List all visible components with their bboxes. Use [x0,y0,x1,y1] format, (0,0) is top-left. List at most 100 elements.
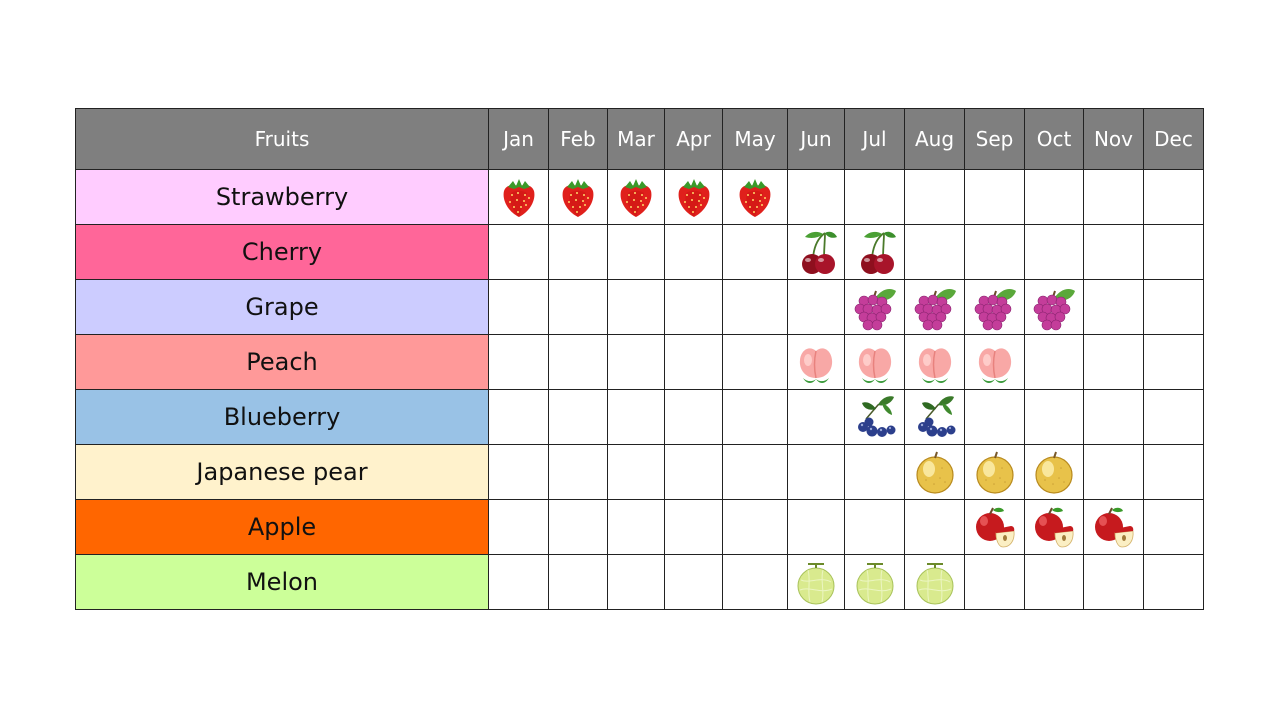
cell-strawberry-jan [488,169,549,225]
cell-grape-jun [787,279,845,335]
cell-melon-nov [1083,554,1144,610]
cell-cherry-dec [1143,224,1204,280]
cell-melon-aug [904,554,965,610]
month-header-aug: Aug [904,108,965,170]
melon-icon [916,563,953,605]
cell-peach-nov [1083,334,1144,390]
strawberry-icon [620,179,652,217]
cell-blueberry-oct [1024,389,1084,445]
cell-japanese-pear-jul [844,444,905,500]
table-row: Peach [75,334,1204,390]
cell-peach-sep [964,334,1025,390]
cell-apple-aug [904,499,965,555]
month-header-jul: Jul [844,108,905,170]
fruit-name-apple: Apple [75,499,489,555]
table-row: Cherry [75,224,1204,280]
cell-apple-mar [607,499,665,555]
cell-peach-jun [787,334,845,390]
blueberry-icon [857,396,895,437]
cell-peach-dec [1143,334,1204,390]
cell-blueberry-apr [664,389,723,445]
cell-cherry-aug [904,224,965,280]
cell-japanese-pear-aug [904,444,965,500]
cell-japanese-pear-jun [787,444,845,500]
cell-strawberry-feb [548,169,608,225]
cell-japanese-pear-nov [1083,444,1144,500]
cell-strawberry-may [722,169,788,225]
table-row: Grape [75,279,1204,335]
cell-strawberry-sep [964,169,1025,225]
cell-cherry-mar [607,224,665,280]
cell-japanese-pear-apr [664,444,723,500]
peach-icon [978,348,1011,383]
cell-melon-mar [607,554,665,610]
cell-blueberry-dec [1143,389,1204,445]
cell-strawberry-aug [904,169,965,225]
cell-japanese-pear-dec [1143,444,1204,500]
cell-blueberry-jun [787,389,845,445]
cell-melon-apr [664,554,723,610]
cell-melon-feb [548,554,608,610]
month-header-feb: Feb [548,108,608,170]
month-header-nov: Nov [1083,108,1144,170]
cell-melon-oct [1024,554,1084,610]
cell-grape-mar [607,279,665,335]
cell-grape-feb [548,279,608,335]
cell-japanese-pear-jan [488,444,549,500]
cell-grape-dec [1143,279,1204,335]
month-header-mar: Mar [607,108,665,170]
table-row: Blueberry [75,389,1204,445]
cell-apple-nov [1083,499,1144,555]
cell-peach-jan [488,334,549,390]
cell-blueberry-aug [904,389,965,445]
cell-peach-apr [664,334,723,390]
month-header-jan: Jan [488,108,549,170]
cell-apple-dec [1143,499,1204,555]
apple-icon [1035,507,1074,548]
grape-icon [1033,289,1075,331]
cell-grape-may [722,279,788,335]
strawberry-icon [739,179,771,217]
cell-apple-feb [548,499,608,555]
grape-icon [914,289,956,331]
fruit-name-grape: Grape [75,279,489,335]
fruit-name-cherry: Cherry [75,224,489,280]
cell-grape-oct [1024,279,1084,335]
cell-peach-jul [844,334,905,390]
cell-cherry-jan [488,224,549,280]
cell-apple-apr [664,499,723,555]
cell-strawberry-dec [1143,169,1204,225]
cell-cherry-apr [664,224,723,280]
cell-japanese-pear-may [722,444,788,500]
cell-japanese-pear-oct [1024,444,1084,500]
cell-peach-aug [904,334,965,390]
month-header-sep: Sep [964,108,1025,170]
header-row: Fruits Jan Feb Mar Apr May Jun Jul Aug Sep Oct Nov… [75,108,1204,170]
table-row: Apple [75,499,1204,555]
cherry-icon [802,231,837,274]
fruit-name-japanese-pear: Japanese pear [75,444,489,500]
cell-blueberry-may [722,389,788,445]
cell-blueberry-mar [607,389,665,445]
apple-icon [975,507,1015,548]
cell-cherry-jun [787,224,845,280]
cell-peach-oct [1024,334,1084,390]
strawberry-icon [503,179,534,217]
cell-grape-jul [844,279,905,335]
japanese-pear-icon [975,451,1014,494]
cell-japanese-pear-mar [607,444,665,500]
cell-strawberry-mar [607,169,665,225]
peach-icon [799,348,833,383]
peach-icon [918,348,951,383]
cell-melon-dec [1143,554,1204,610]
fruit-name-strawberry: Strawberry [75,169,489,225]
blueberry-icon [917,396,955,437]
cell-cherry-oct [1024,224,1084,280]
cell-japanese-pear-feb [548,444,608,500]
cell-strawberry-oct [1024,169,1084,225]
fruit-season-table: Fruits Jan Feb Mar Apr May Jun Jul Aug Sep Oct Nov… [75,108,1204,610]
cell-melon-sep [964,554,1025,610]
table-row: Japanese pear [75,444,1204,500]
cell-apple-oct [1024,499,1084,555]
cell-cherry-may [722,224,788,280]
